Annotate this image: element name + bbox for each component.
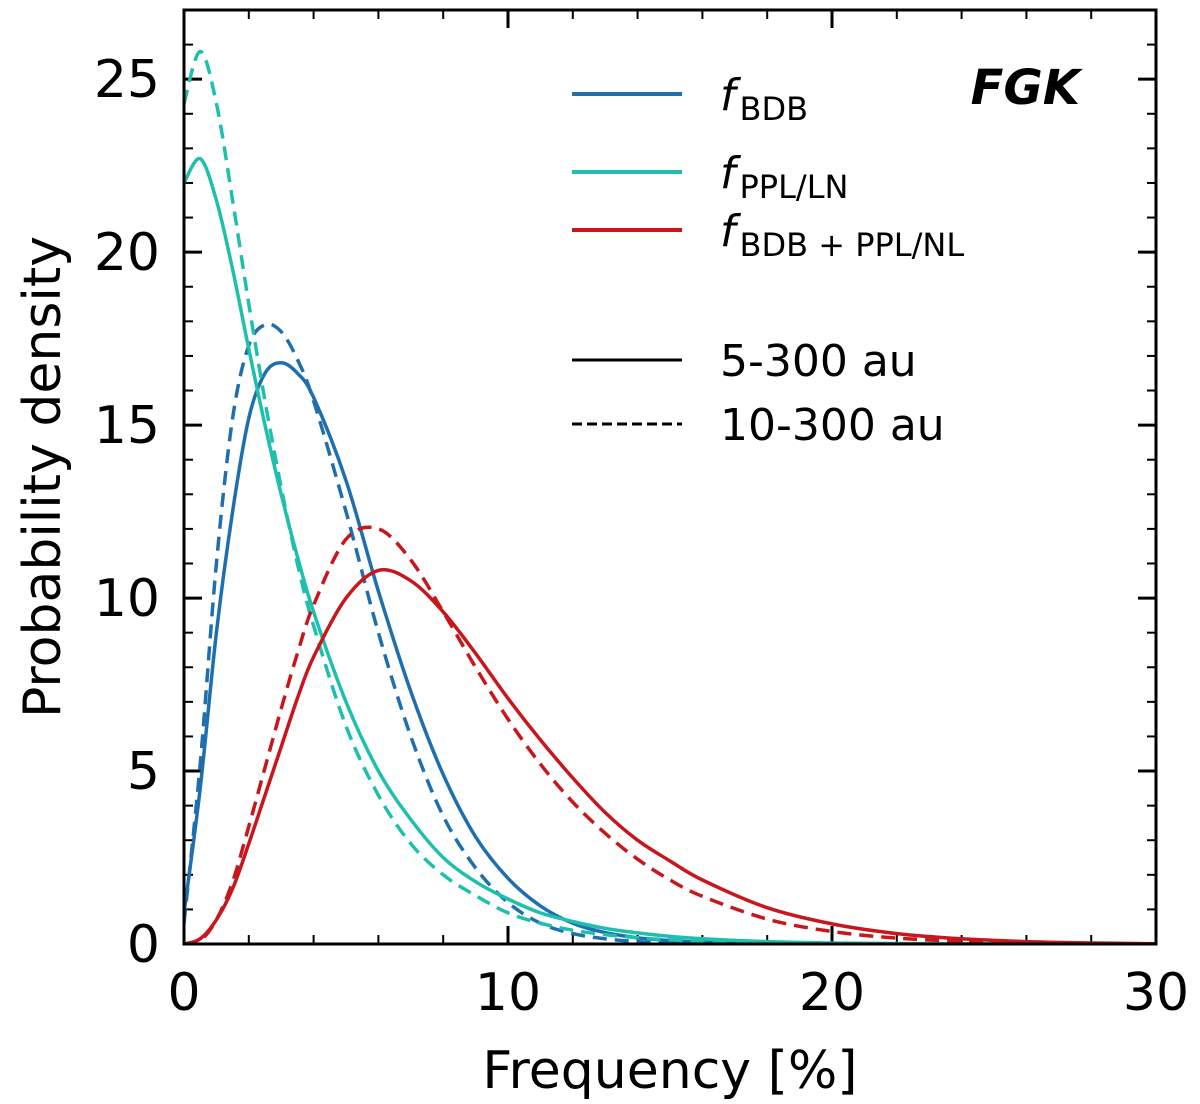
y-axis-title: Probability density [13, 236, 73, 718]
series-line-3 [184, 49, 1156, 944]
x-axis-title: Frequency [%] [482, 1041, 857, 1101]
legend-style-label: 5-300 au [720, 336, 917, 387]
major-ticks [182, 10, 1158, 946]
legend-style-label: 10-300 au [720, 400, 945, 451]
plot-frame [182, 8, 1158, 946]
y-tick-label: 15 [94, 396, 160, 456]
series-line-2 [184, 156, 1156, 944]
annotation-fgk: FGK [971, 60, 1084, 116]
legend-label: f PPL/LN [720, 148, 848, 206]
legend: f BDB f PPL/LNf BDB + PPL/NL 5-300 au 10-300 a… [572, 70, 964, 451]
legend-label: f BDB [720, 70, 808, 128]
series-line-4 [184, 567, 1156, 944]
x-tick-label: 0 [167, 963, 200, 1023]
x-tick-label: 30 [1123, 963, 1189, 1023]
x-tick-label: 20 [799, 963, 865, 1023]
y-tick-label: 25 [94, 50, 160, 110]
series-line-1 [184, 322, 1156, 944]
y-tick-label: 10 [94, 569, 160, 629]
minor-ticks [184, 10, 1156, 944]
x-tick-labels: 0 10 20 30 [167, 963, 1189, 1023]
y-tick-label: 0 [127, 915, 160, 975]
y-tick-label: 5 [127, 742, 160, 802]
y-tick-label: 20 [94, 223, 160, 283]
series-layer [184, 49, 1156, 944]
series-line-5 [184, 525, 1156, 944]
x-tick-label: 10 [475, 963, 541, 1023]
legend-label: f BDB + PPL/NL [720, 206, 964, 264]
y-tick-labels: 0 5 10 15 20 25 [94, 50, 160, 975]
